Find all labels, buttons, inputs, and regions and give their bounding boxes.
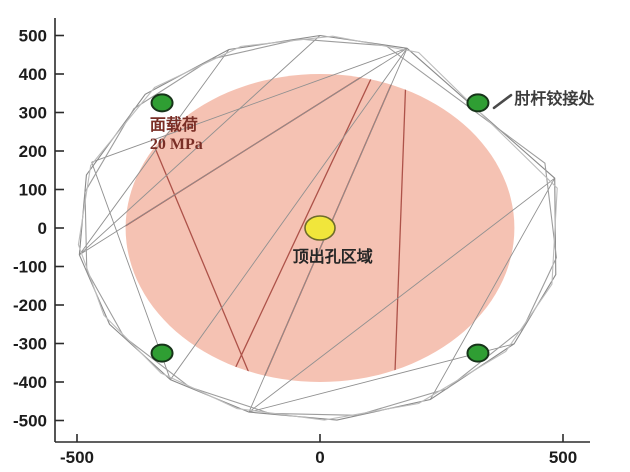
- y-tick-label: 500: [19, 27, 47, 46]
- mesh-ring: [77, 35, 558, 421]
- hinge-marker: [466, 343, 490, 363]
- hinge-marker: [150, 343, 174, 363]
- annotation-surface-load: 面载荷 20 MPa: [150, 116, 203, 153]
- x-tick-label: -500: [60, 448, 94, 467]
- mesh-chord: [79, 47, 408, 256]
- red-mesh-line: [217, 74, 384, 382]
- mesh-chord: [248, 177, 555, 413]
- y-tick-label: -100: [13, 258, 47, 277]
- mesh-chord: [170, 48, 408, 380]
- annotation-toggle-hinge: 肘杆铰接处: [514, 89, 595, 108]
- y-tick-label: -500: [13, 412, 47, 431]
- axes: 500 400 300 200 100 0 -100 -200 -300 -400 -500 -500…: [13, 18, 590, 467]
- red-mesh-line: [146, 129, 253, 381]
- y-tick-label: -300: [13, 335, 47, 354]
- y-tick-label: -200: [13, 296, 47, 315]
- annotation-line: 肘杆铰接处: [514, 89, 595, 108]
- mesh-chord: [429, 177, 556, 400]
- mesh-chord: [79, 35, 321, 256]
- annotation-line: 顶出孔区域: [293, 247, 373, 266]
- y-tick-label: 200: [19, 142, 47, 161]
- annotation-leader-line: [492, 93, 513, 110]
- annotation-line: 20 MPa: [150, 136, 203, 153]
- mesh-chord: [91, 162, 171, 380]
- mesh-chord: [91, 47, 408, 163]
- annotation-line: 面载荷: [150, 116, 198, 134]
- y-tick-label: 300: [19, 104, 47, 123]
- y-tick-label: 100: [19, 181, 47, 200]
- hinge-marker: [466, 93, 490, 113]
- ejector-marker: [304, 215, 336, 241]
- annotation-ejector-area: 顶出孔区域: [293, 247, 373, 266]
- mesh-ring: [78, 34, 557, 421]
- y-tick-label: -400: [13, 373, 47, 392]
- hinge-marker: [150, 93, 174, 113]
- mesh-chords: [79, 35, 556, 413]
- y-tick-label: 400: [19, 65, 47, 84]
- red-mesh-line: [392, 74, 408, 382]
- hinge-markers: [150, 93, 490, 363]
- mesh-chord: [79, 49, 230, 256]
- y-tick-label: 0: [38, 219, 47, 238]
- x-tick-label: 500: [549, 448, 577, 467]
- mesh-rings: [77, 34, 558, 421]
- x-tick-label: 0: [315, 448, 324, 467]
